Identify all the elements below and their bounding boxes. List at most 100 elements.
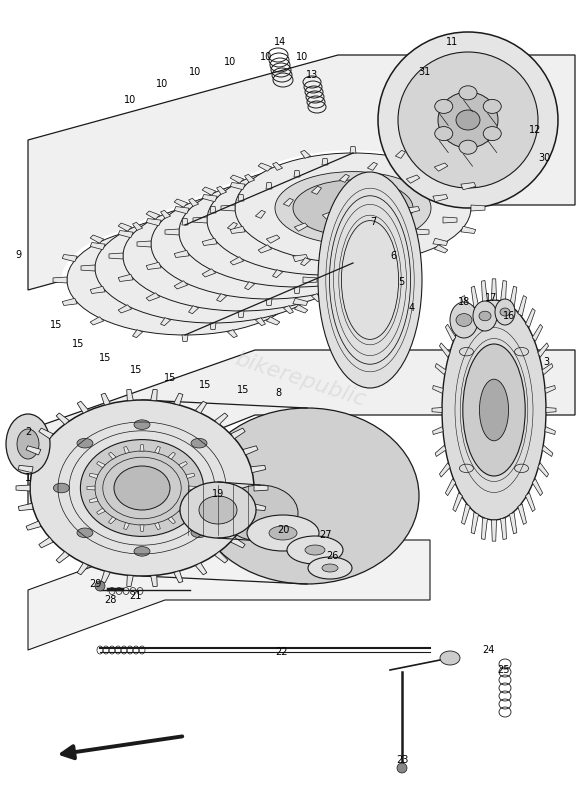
Polygon shape (26, 521, 41, 530)
Polygon shape (453, 493, 462, 511)
Polygon shape (87, 486, 95, 490)
Polygon shape (77, 402, 88, 414)
Polygon shape (405, 206, 420, 214)
Text: 30: 30 (538, 153, 550, 163)
Polygon shape (77, 562, 88, 574)
Polygon shape (230, 257, 244, 265)
Polygon shape (202, 194, 217, 202)
Ellipse shape (173, 174, 421, 290)
Polygon shape (168, 517, 176, 524)
Polygon shape (293, 254, 307, 262)
Text: 10: 10 (124, 95, 136, 105)
Polygon shape (174, 250, 189, 258)
Polygon shape (146, 218, 161, 226)
Polygon shape (433, 194, 448, 202)
Polygon shape (443, 217, 457, 223)
Polygon shape (301, 150, 310, 158)
Polygon shape (124, 446, 129, 454)
Text: 15: 15 (130, 365, 142, 375)
Polygon shape (28, 55, 575, 290)
Polygon shape (439, 343, 450, 357)
Text: 10: 10 (296, 52, 308, 62)
Polygon shape (331, 265, 345, 271)
Polygon shape (255, 318, 265, 326)
Ellipse shape (90, 210, 336, 326)
Polygon shape (312, 186, 321, 194)
Polygon shape (379, 187, 392, 195)
Polygon shape (202, 187, 216, 195)
Text: 16: 16 (503, 311, 515, 321)
Polygon shape (202, 238, 217, 246)
Ellipse shape (191, 438, 207, 448)
Polygon shape (509, 513, 517, 534)
Polygon shape (193, 217, 207, 223)
Polygon shape (90, 286, 105, 294)
Ellipse shape (322, 564, 338, 572)
Ellipse shape (163, 219, 319, 292)
Text: 6: 6 (390, 251, 396, 261)
Polygon shape (97, 508, 105, 514)
Text: 15: 15 (72, 339, 84, 349)
Polygon shape (439, 463, 450, 477)
Polygon shape (56, 413, 69, 425)
Polygon shape (217, 294, 227, 302)
Polygon shape (210, 206, 216, 213)
Text: 20: 20 (277, 525, 289, 535)
Ellipse shape (435, 126, 453, 141)
Text: 15: 15 (164, 373, 176, 383)
Polygon shape (186, 498, 195, 502)
Ellipse shape (180, 482, 256, 538)
Polygon shape (127, 575, 134, 586)
Polygon shape (481, 518, 487, 539)
Polygon shape (273, 162, 283, 170)
Polygon shape (283, 198, 294, 206)
Text: 14: 14 (274, 37, 286, 47)
Polygon shape (377, 262, 392, 270)
Text: 31: 31 (418, 67, 430, 77)
Polygon shape (545, 386, 555, 394)
Polygon shape (387, 241, 401, 247)
Text: 15: 15 (50, 320, 62, 330)
Ellipse shape (378, 32, 558, 208)
Ellipse shape (114, 466, 170, 510)
Ellipse shape (442, 300, 546, 520)
Polygon shape (189, 486, 197, 490)
Polygon shape (140, 525, 144, 531)
Ellipse shape (269, 526, 297, 540)
Polygon shape (435, 363, 446, 374)
Ellipse shape (495, 299, 515, 325)
Ellipse shape (229, 150, 477, 266)
Text: 10: 10 (156, 79, 168, 89)
Ellipse shape (275, 171, 431, 245)
Text: bikerepublic: bikerepublic (232, 350, 368, 410)
Ellipse shape (77, 438, 93, 448)
Polygon shape (339, 282, 350, 290)
Polygon shape (491, 279, 497, 300)
Polygon shape (434, 245, 448, 253)
Polygon shape (62, 254, 77, 262)
Polygon shape (151, 390, 157, 401)
Polygon shape (202, 269, 216, 277)
Polygon shape (432, 407, 442, 413)
Ellipse shape (95, 581, 105, 591)
Polygon shape (433, 238, 448, 246)
Ellipse shape (77, 528, 93, 538)
Ellipse shape (201, 162, 449, 278)
Polygon shape (101, 570, 110, 583)
Polygon shape (221, 205, 235, 211)
Polygon shape (350, 263, 356, 270)
Polygon shape (230, 175, 244, 183)
Polygon shape (453, 309, 462, 327)
Text: 13: 13 (306, 70, 318, 80)
Polygon shape (294, 170, 300, 177)
Polygon shape (186, 474, 195, 478)
Polygon shape (39, 538, 53, 548)
Ellipse shape (134, 420, 150, 430)
Ellipse shape (80, 439, 203, 536)
Text: 17: 17 (485, 293, 497, 303)
Polygon shape (446, 324, 456, 342)
Text: 21: 21 (129, 591, 141, 601)
Polygon shape (322, 275, 328, 282)
Polygon shape (395, 258, 405, 266)
Ellipse shape (305, 545, 325, 555)
